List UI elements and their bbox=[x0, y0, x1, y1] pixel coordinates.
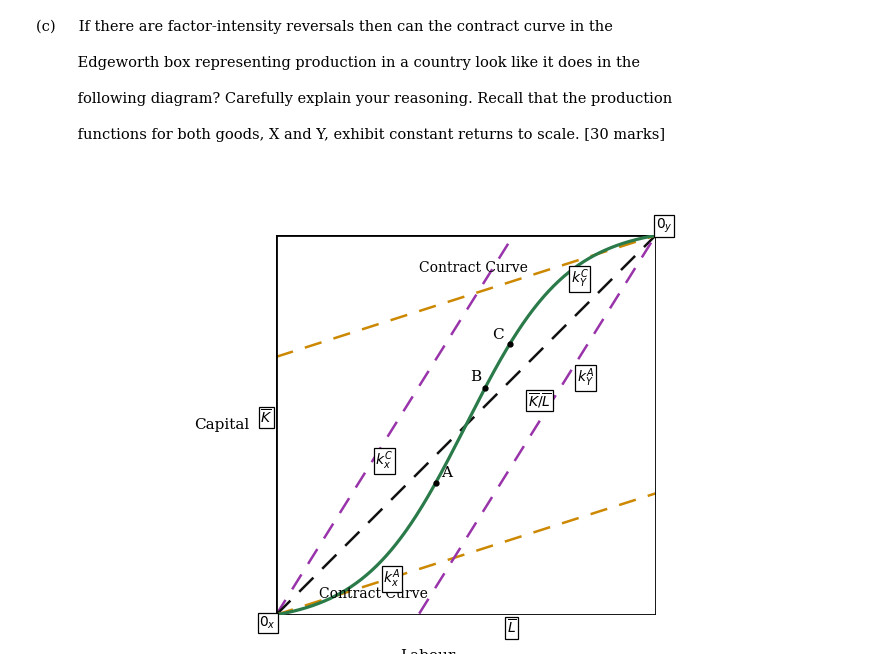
Text: A: A bbox=[441, 466, 452, 480]
Text: $\overline{L}$: $\overline{L}$ bbox=[506, 619, 516, 637]
Text: Contract Curve: Contract Curve bbox=[419, 261, 528, 275]
Text: $k_x^C$: $k_x^C$ bbox=[375, 450, 393, 472]
Text: $k_Y^C$: $k_Y^C$ bbox=[571, 267, 589, 290]
Text: Labour: Labour bbox=[401, 649, 455, 654]
Text: C: C bbox=[493, 328, 504, 341]
Text: Contract Curve: Contract Curve bbox=[319, 587, 427, 601]
Text: (c)     If there are factor-intensity reversals then can the contract curve in t: (c) If there are factor-intensity revers… bbox=[36, 20, 613, 34]
Text: Edgeworth box representing production in a country look like it does in the: Edgeworth box representing production in… bbox=[36, 56, 640, 69]
Text: functions for both goods, X and Y, exhibit constant returns to scale. [30 marks]: functions for both goods, X and Y, exhib… bbox=[36, 128, 665, 141]
Text: B: B bbox=[470, 370, 481, 384]
Text: following diagram? Carefully explain your reasoning. Recall that the production: following diagram? Carefully explain you… bbox=[36, 92, 672, 105]
Text: $0_x$: $0_x$ bbox=[260, 615, 276, 631]
Text: $k_x^A$: $k_x^A$ bbox=[383, 568, 401, 590]
Text: $k_Y^A$: $k_Y^A$ bbox=[577, 366, 594, 389]
Text: Capital: Capital bbox=[194, 418, 250, 432]
Text: $\overline{K}$: $\overline{K}$ bbox=[261, 408, 272, 426]
Text: $0_y$: $0_y$ bbox=[656, 217, 672, 235]
Text: $\overline{K}/\overline{L}$: $\overline{K}/\overline{L}$ bbox=[528, 391, 552, 409]
